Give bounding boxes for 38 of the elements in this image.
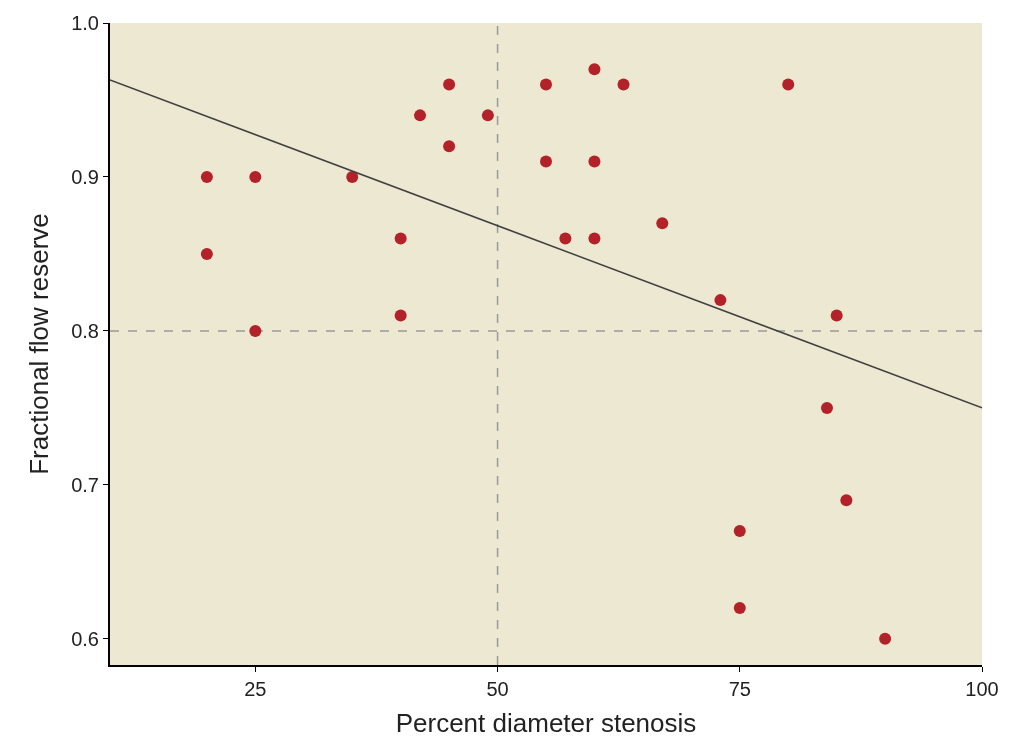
point bbox=[830, 309, 843, 322]
point bbox=[414, 109, 427, 122]
point bbox=[820, 401, 833, 414]
point bbox=[733, 525, 746, 538]
point bbox=[588, 63, 601, 76]
point bbox=[394, 232, 407, 245]
point bbox=[200, 170, 213, 183]
y-axis-title: Fractional flow reserve bbox=[24, 213, 55, 475]
point bbox=[656, 217, 669, 230]
point bbox=[249, 324, 262, 337]
point bbox=[714, 294, 727, 307]
point bbox=[617, 78, 630, 91]
x-tick-label: 50 bbox=[486, 678, 509, 700]
point bbox=[443, 140, 456, 153]
point bbox=[346, 170, 359, 183]
point bbox=[588, 232, 601, 245]
y-tick-label: 1.0 bbox=[71, 12, 99, 34]
y-tick-label: 0.8 bbox=[71, 319, 99, 342]
y-tick-label: 0.6 bbox=[71, 627, 99, 650]
point bbox=[481, 109, 494, 122]
point bbox=[559, 232, 572, 245]
point bbox=[200, 247, 213, 260]
y-tick-label: 0.7 bbox=[71, 473, 99, 496]
x-axis-title: Percent diameter stenosis bbox=[395, 708, 697, 739]
point bbox=[840, 494, 853, 507]
point bbox=[443, 78, 456, 91]
point bbox=[540, 155, 552, 168]
point bbox=[782, 78, 795, 91]
point bbox=[733, 602, 746, 615]
x-tick-label: 75 bbox=[728, 678, 751, 700]
x-tick-label: 25 bbox=[244, 678, 267, 700]
y-tick-label: 0.9 bbox=[71, 165, 99, 188]
point bbox=[540, 78, 552, 91]
point bbox=[588, 155, 601, 168]
x-tick-label: 100 bbox=[965, 678, 999, 700]
point bbox=[394, 309, 407, 322]
point bbox=[879, 632, 892, 645]
point bbox=[249, 170, 262, 183]
